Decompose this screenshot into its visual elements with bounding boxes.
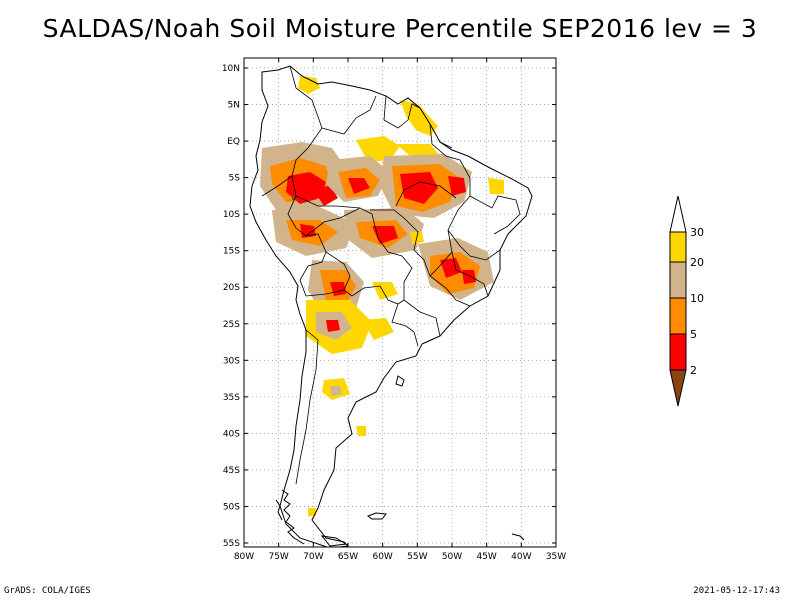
lon-tick-label: 35W [546,552,566,562]
colorbar-label: 5 [690,328,697,341]
lat-tick-label: 55S [223,539,240,549]
footer-credit: GrADS: COLA/IGES [4,586,91,596]
colorbar-segment [669,231,687,263]
colorbar-label: 30 [690,226,704,239]
country-borders [261,65,521,485]
axis-ticks: 10N 5N EQ 5S 10S 15S 20S 25S 30S 35S 40S 45S 50S 55S 8… [222,58,566,562]
colorbar-segment [669,261,687,299]
lat-tick-label: 5S [229,174,241,184]
lon-tick-label: 55W [407,552,427,562]
percentile-patch [348,178,370,194]
percentile-patch [308,508,316,516]
chilean-archipelago [275,489,305,545]
lat-tick-label: 20S [223,283,240,293]
colorbar: 2 5 10 20 30 [669,195,704,407]
south-america-coastline [249,65,533,547]
falkland-islands [366,512,387,520]
colorbar-label: 2 [690,364,697,377]
percentile-patch [326,320,340,332]
percentile-shading [260,76,504,516]
colorbar-label: 20 [690,256,704,269]
lat-tick-label: 45S [223,466,240,476]
lat-tick-label: 5N [228,101,240,111]
percentile-patch [400,172,438,204]
lon-tick-label: 45W [476,552,496,562]
lat-tick-label: 30S [223,356,240,366]
percentile-patch [312,186,338,206]
percentile-patch [488,178,504,194]
percentile-patch [356,136,400,162]
map-title: SALDAS/Noah Soil Moisture Percentile SEP… [42,14,758,43]
lat-tick-label: EQ [227,137,240,147]
colorbar-segment [669,297,687,335]
lat-tick-label: 10N [222,64,240,74]
percentile-patch [372,226,398,244]
lon-tick-label: 40W [511,552,531,562]
percentile-patch [448,176,466,196]
lon-tick-label: 60W [372,552,392,562]
colorbar-segment [669,333,687,371]
percentile-patch [298,76,320,94]
colorbar-top-triangle [669,195,687,233]
lon-tick-label: 50W [442,552,462,562]
percentile-patch [440,258,462,278]
percentile-patch [372,282,398,300]
percentile-patch [462,270,476,284]
lagoon [395,375,405,387]
lat-tick-label: 25S [223,320,240,330]
percentile-patch [400,100,438,136]
percentile-patch [330,386,342,396]
percentile-patch [356,426,366,436]
tierra-del-fuego [320,535,348,547]
lat-tick-label: 50S [223,502,240,512]
lon-tick-label: 65W [338,552,358,562]
lon-tick-label: 75W [268,552,288,562]
lat-tick-label: 10S [223,210,240,220]
percentile-patch [362,318,394,340]
colorbar-label: 10 [690,292,704,305]
lat-tick-label: 15S [223,247,240,257]
lon-tick-label: 70W [303,552,323,562]
colorbar-bottom-triangle [669,369,687,407]
map-frame [243,57,557,548]
lon-tick-label: 80W [234,552,254,562]
footer-timestamp: 2021-05-12-17:43 [693,586,780,596]
lat-tick-label: 40S [223,429,240,439]
lat-tick-label: 35S [223,393,240,403]
island-east [511,533,525,541]
